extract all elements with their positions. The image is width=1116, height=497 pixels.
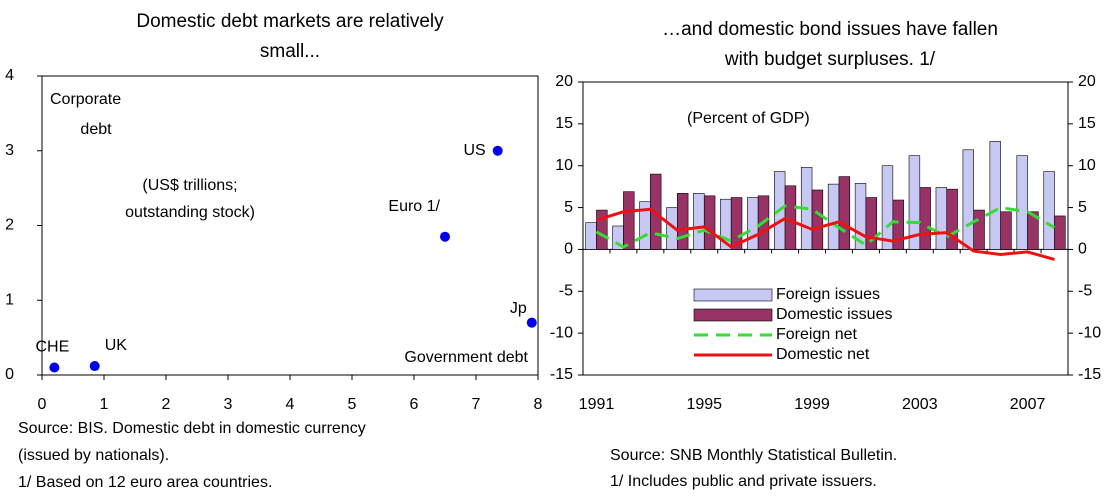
y-tick-label: -15 bbox=[550, 366, 573, 383]
y-tick-label: -10 bbox=[550, 324, 573, 341]
y-tick-label: 20 bbox=[555, 73, 573, 90]
x-tick-label: 8 bbox=[534, 396, 543, 413]
annotation: Government debt bbox=[404, 349, 528, 366]
y-tick-label: 1 bbox=[5, 291, 14, 308]
point bbox=[440, 231, 450, 242]
x-tick-label: 6 bbox=[410, 396, 419, 413]
plot-frame bbox=[582, 81, 1069, 376]
x-tick-label: 2003 bbox=[902, 396, 938, 413]
x-tick-label: 1995 bbox=[686, 396, 722, 413]
point-label: UK bbox=[105, 337, 128, 354]
chart-title: Domestic debt markets are relatively bbox=[136, 11, 444, 32]
bar bbox=[1000, 211, 1012, 250]
y-tick-label: 15 bbox=[555, 115, 573, 132]
x-tick-label: 1999 bbox=[794, 396, 830, 413]
x-tick-label: 0 bbox=[38, 396, 47, 413]
legend-label: Foreign net bbox=[776, 326, 857, 343]
y-tick-label: 5 bbox=[564, 199, 573, 216]
annotation: (US$ trillions; bbox=[142, 177, 237, 194]
annotation: Corporate bbox=[50, 91, 121, 108]
bar bbox=[596, 209, 608, 250]
bar bbox=[919, 187, 931, 250]
bar bbox=[865, 197, 877, 250]
bar bbox=[989, 141, 1001, 250]
bar bbox=[1043, 171, 1055, 250]
x-tick-label: 7 bbox=[472, 396, 481, 413]
y-tick-label: 4 bbox=[5, 67, 14, 84]
bar bbox=[693, 193, 705, 250]
legend-label: Domestic net bbox=[776, 346, 870, 363]
point-label: Euro 1/ bbox=[388, 198, 440, 215]
note: 1/ Based on 12 euro area countries. bbox=[18, 474, 272, 491]
y-tick-label: 0 bbox=[564, 241, 573, 258]
y-tick-label: 3 bbox=[5, 142, 14, 159]
y2-tick-label: 0 bbox=[1078, 241, 1087, 258]
note: Source: SNB Monthly Statistical Bulletin… bbox=[610, 447, 897, 464]
note: (issued by nationals). bbox=[18, 447, 169, 464]
line bbox=[596, 207, 1055, 261]
bar bbox=[747, 197, 759, 250]
note: Source: BIS. Domestic debt in domestic c… bbox=[18, 420, 366, 437]
x-tick-label: 1991 bbox=[579, 396, 615, 413]
subtitle: (Percent of GDP) bbox=[687, 110, 810, 127]
bar bbox=[730, 197, 743, 250]
note: 1/ Includes public and private issuers. bbox=[610, 473, 877, 490]
legend-label: Domestic issues bbox=[776, 306, 892, 323]
bar bbox=[1027, 211, 1039, 250]
legend-label: Foreign issues bbox=[776, 286, 880, 303]
annotation: outstanding stock) bbox=[125, 204, 255, 221]
bar bbox=[973, 209, 985, 250]
y-tick-label: -5 bbox=[559, 283, 573, 300]
y2-tick-label: 15 bbox=[1078, 115, 1096, 132]
chart-title: …and domestic bond issues have fallen bbox=[662, 19, 998, 40]
y-tick-label: 2 bbox=[5, 217, 14, 234]
bar bbox=[892, 199, 904, 250]
bar bbox=[838, 176, 851, 250]
legend-swatch bbox=[693, 288, 773, 302]
y2-tick-label: 10 bbox=[1078, 157, 1096, 174]
y2-tick-label: -15 bbox=[1078, 366, 1101, 383]
y-tick-label: 10 bbox=[555, 157, 573, 174]
bar bbox=[827, 183, 840, 250]
x-tick-label: 4 bbox=[286, 396, 295, 413]
point bbox=[526, 317, 537, 328]
bar bbox=[703, 195, 716, 250]
legend-swatch bbox=[693, 308, 773, 322]
annotation: debt bbox=[80, 121, 112, 138]
bar bbox=[677, 193, 689, 250]
point bbox=[89, 361, 100, 372]
x-tick-label: 2007 bbox=[1010, 396, 1046, 413]
line bbox=[595, 204, 1056, 249]
bar bbox=[946, 188, 958, 250]
chart-title: with budget surpluses. 1/ bbox=[724, 49, 936, 70]
bar bbox=[811, 189, 824, 250]
y2-tick-label: 20 bbox=[1078, 73, 1096, 90]
bar bbox=[935, 187, 948, 250]
point-label: Jp bbox=[510, 300, 527, 317]
bar bbox=[623, 191, 635, 250]
plot-frame bbox=[41, 75, 539, 376]
y-tick-label: 0 bbox=[5, 366, 14, 383]
bar bbox=[585, 222, 597, 250]
x-tick-label: 5 bbox=[348, 396, 357, 413]
point-label: US bbox=[463, 142, 485, 159]
y2-tick-label: -5 bbox=[1078, 283, 1092, 300]
bar bbox=[1054, 215, 1066, 250]
x-tick-label: 3 bbox=[224, 396, 233, 413]
x-tick-label: 2 bbox=[162, 396, 171, 413]
point-label: CHE bbox=[36, 339, 70, 356]
bar bbox=[962, 149, 974, 250]
point bbox=[492, 145, 503, 156]
bar bbox=[881, 165, 894, 250]
point bbox=[49, 362, 60, 373]
bar bbox=[1016, 155, 1028, 250]
y2-tick-label: 5 bbox=[1078, 199, 1087, 216]
x-tick-label: 1 bbox=[100, 396, 109, 413]
y2-tick-label: -10 bbox=[1078, 324, 1101, 341]
chart-title: small... bbox=[260, 41, 320, 62]
